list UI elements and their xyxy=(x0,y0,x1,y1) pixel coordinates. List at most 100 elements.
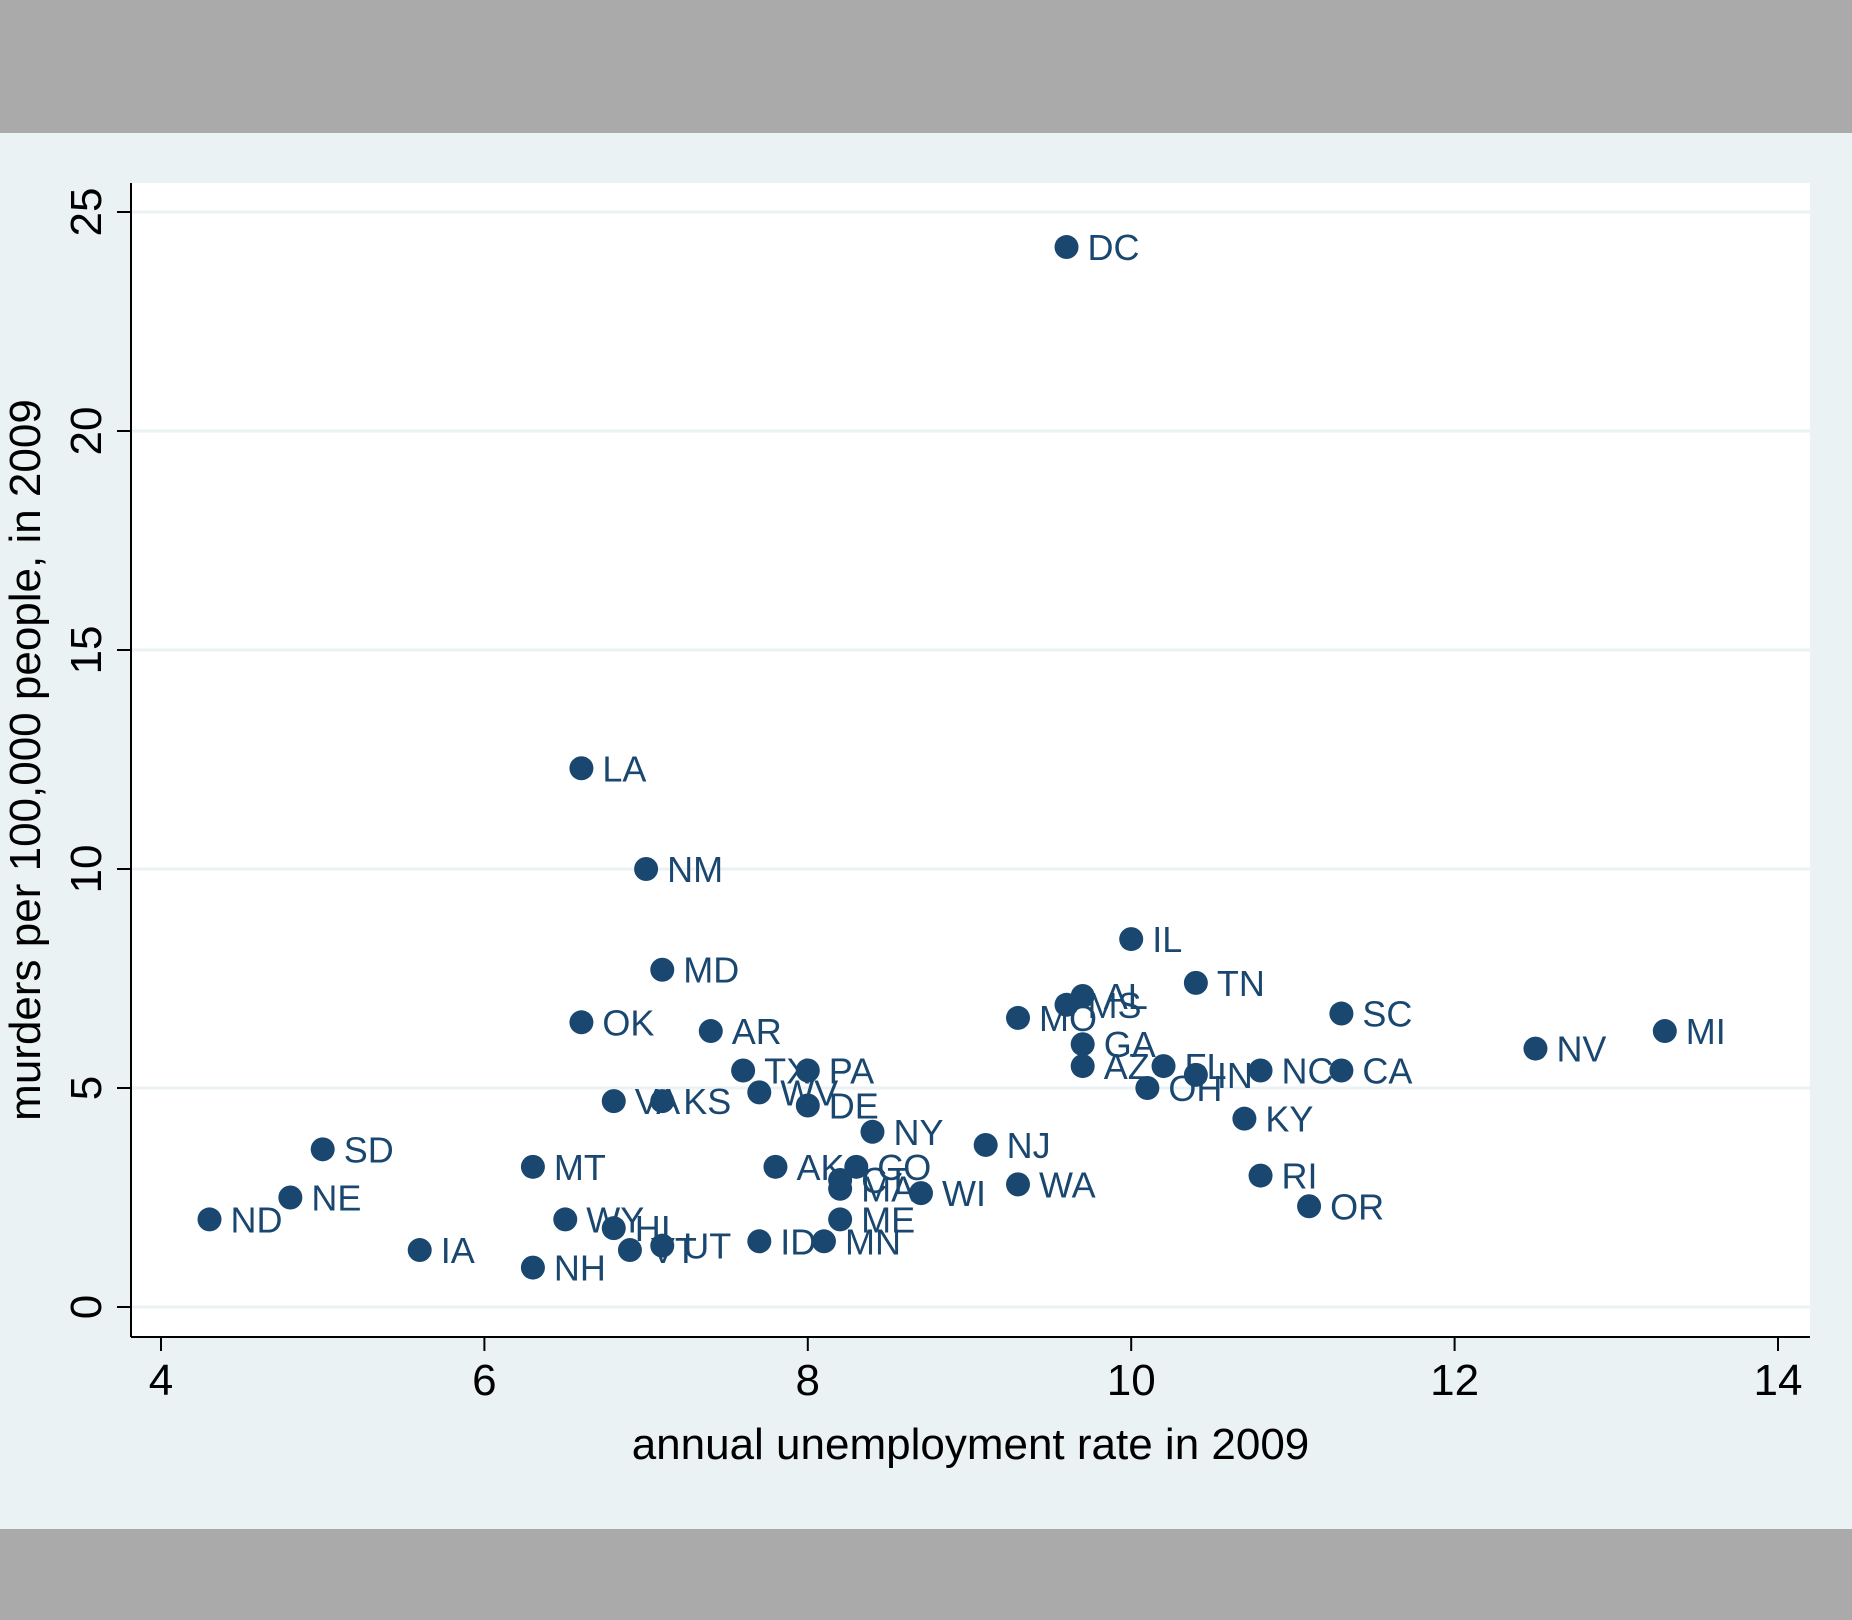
data-point xyxy=(973,1132,998,1157)
point-label: ME xyxy=(861,1199,915,1240)
axes xyxy=(130,183,1810,1338)
data-point xyxy=(747,1080,772,1105)
point-label: DE xyxy=(829,1086,879,1127)
data-point xyxy=(569,756,594,781)
point-label: AR xyxy=(732,1011,782,1052)
data-point xyxy=(650,1233,675,1258)
point-label: TN xyxy=(1217,963,1265,1004)
point-label: NE xyxy=(311,1178,361,1219)
point-label: SD xyxy=(344,1129,394,1170)
gridlines xyxy=(131,210,1810,1309)
data-point xyxy=(1232,1106,1257,1131)
y-tick-label: 15 xyxy=(62,626,111,675)
data-point xyxy=(1006,1172,1031,1197)
data-point xyxy=(828,1176,853,1201)
data-point xyxy=(763,1154,788,1179)
x-tick-label: 8 xyxy=(796,1356,820,1405)
data-point xyxy=(1135,1076,1160,1100)
data-point xyxy=(310,1137,335,1162)
point-label: OK xyxy=(602,1002,654,1043)
data-point xyxy=(828,1207,853,1232)
point-label: VT xyxy=(651,1230,697,1271)
point-label: SC xyxy=(1362,994,1412,1035)
data-point xyxy=(634,857,659,881)
x-axis-title: annual unemployment rate in 2009 xyxy=(632,1420,1310,1469)
data-point xyxy=(601,1089,626,1114)
point-label: OH xyxy=(1168,1068,1222,1109)
point-label: IL xyxy=(1152,919,1182,960)
y-tick-label: 0 xyxy=(62,1295,111,1319)
x-axis-ticks: 4 6 8 10 12 14 xyxy=(149,1337,1803,1405)
point-label: ND xyxy=(231,1199,283,1240)
y-tick-label: 25 xyxy=(62,188,111,237)
point-label: GA xyxy=(1104,1024,1156,1065)
point-label: MN xyxy=(845,1221,901,1262)
data-point xyxy=(860,1119,885,1144)
point-label: WA xyxy=(1039,1164,1096,1205)
point-label: MA xyxy=(861,1169,915,1210)
outer-band-top xyxy=(0,0,1852,133)
point-label: MO xyxy=(1039,998,1097,1039)
data-point xyxy=(1119,927,1144,952)
point-label: NJ xyxy=(1007,1125,1051,1166)
data-point xyxy=(617,1238,642,1263)
point-label: NY xyxy=(893,1112,943,1153)
data-point xyxy=(1329,1001,1354,1026)
data-point xyxy=(407,1238,432,1263)
point-label: KY xyxy=(1265,1099,1313,1140)
point-label: WI xyxy=(942,1173,986,1214)
data-point xyxy=(731,1058,756,1083)
data-point xyxy=(1054,235,1079,260)
data-point xyxy=(844,1154,869,1179)
y-tick-label: 5 xyxy=(62,1076,111,1100)
point-label: OR xyxy=(1330,1186,1384,1227)
point-label: CA xyxy=(1362,1050,1412,1091)
data-point xyxy=(1054,992,1079,1017)
data-point xyxy=(601,1216,626,1241)
point-label: CO xyxy=(877,1147,931,1188)
x-tick-label: 6 xyxy=(472,1356,496,1405)
point-label: MT xyxy=(554,1147,606,1188)
data-point xyxy=(650,1089,675,1114)
data-point xyxy=(1070,1032,1095,1057)
point-label: RI xyxy=(1282,1156,1318,1197)
data-point xyxy=(520,1154,545,1179)
data-point xyxy=(1329,1058,1354,1083)
x-tick-label: 10 xyxy=(1107,1356,1156,1405)
point-label: LA xyxy=(602,748,646,789)
data-point xyxy=(278,1185,303,1210)
y-axis-title: murders per 100,000 people, in 2009 xyxy=(1,399,50,1121)
x-tick-label: 4 xyxy=(149,1356,173,1405)
data-point xyxy=(795,1058,820,1083)
point-label: ID xyxy=(780,1221,816,1262)
point-label: MI xyxy=(1686,1011,1726,1052)
point-label: NM xyxy=(667,849,723,890)
data-point xyxy=(1248,1058,1273,1083)
data-point xyxy=(1070,1054,1095,1079)
data-point xyxy=(747,1229,772,1254)
data-point xyxy=(795,1093,820,1118)
point-label: PA xyxy=(829,1050,874,1091)
data-point xyxy=(1006,1005,1031,1030)
plot-region xyxy=(131,183,1810,1337)
point-label: CT xyxy=(861,1160,909,1201)
point-label: DC xyxy=(1088,227,1140,268)
y-tick-label: 20 xyxy=(62,407,111,456)
data-point xyxy=(811,1229,836,1254)
data-point xyxy=(553,1207,578,1232)
point-label: MD xyxy=(683,950,739,991)
point-label: AL xyxy=(1104,976,1148,1017)
point-label: UT xyxy=(683,1226,731,1267)
x-tick-label: 12 xyxy=(1430,1356,1479,1405)
data-point xyxy=(1151,1054,1176,1079)
data-point xyxy=(1652,1019,1677,1044)
x-tick-label: 14 xyxy=(1754,1356,1803,1405)
data-point xyxy=(1297,1194,1322,1219)
y-axis-ticks: 0 5 10 15 20 25 xyxy=(62,188,131,1319)
outer-band-bottom xyxy=(0,1529,1852,1620)
point-label: MS xyxy=(1088,985,1142,1026)
data-point xyxy=(908,1181,933,1206)
